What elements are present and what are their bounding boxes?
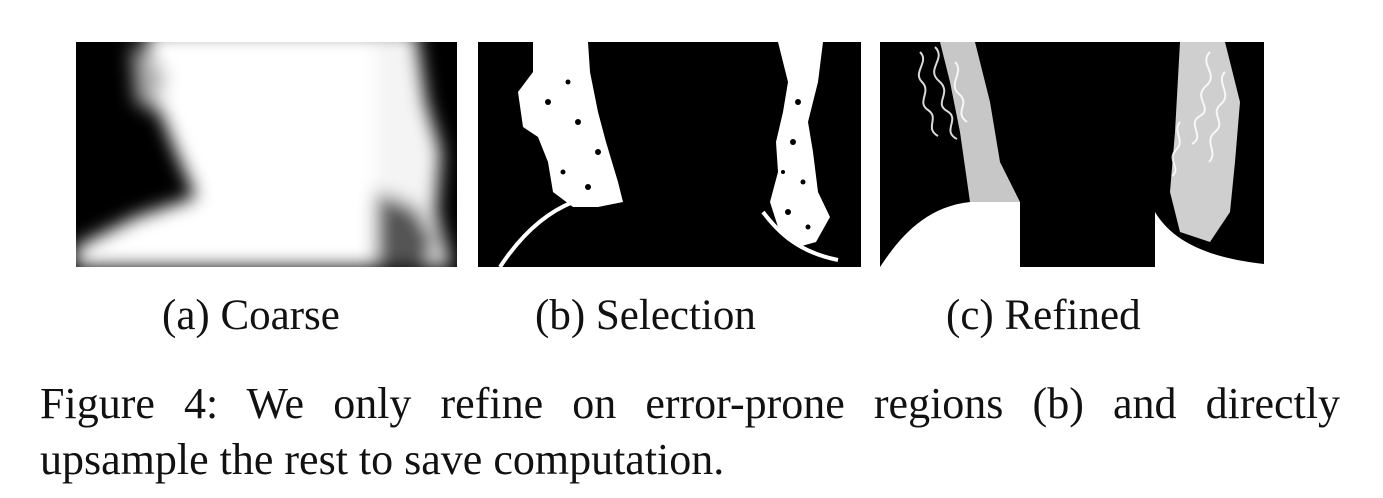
coarse-matte-image <box>76 42 457 267</box>
figure-caption: Figure 4: We only refine on error-prone … <box>40 376 1340 488</box>
selection-mask-image <box>478 42 861 267</box>
caption-line-1: Figure 4: We only refine on error-prone … <box>40 379 1340 428</box>
subfigure-label-selection: (b) Selection <box>535 292 756 339</box>
caption-line-2: upsample the rest to save computation. <box>40 435 725 484</box>
subfigure-label-coarse: (a) Coarse <box>162 292 340 339</box>
refined-matte-image <box>880 42 1264 267</box>
subfigure-label-refined: (c) Refined <box>946 292 1141 339</box>
